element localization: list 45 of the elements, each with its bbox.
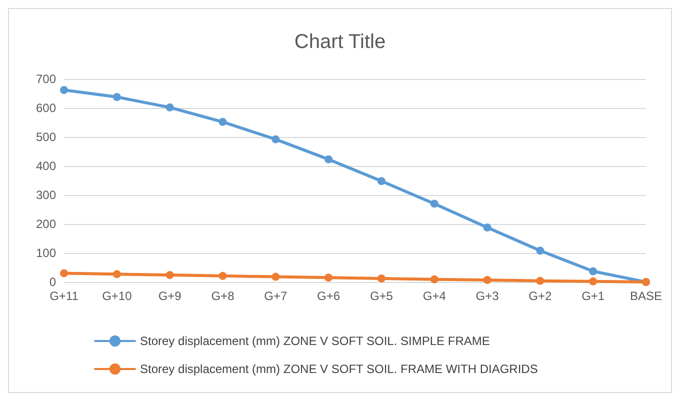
point [483, 223, 492, 232]
y-tick-label: 100 [36, 246, 56, 260]
y-tick-label: 600 [36, 101, 56, 115]
chart-title: Chart Title [294, 31, 386, 53]
x-tick-label: BASE [630, 289, 662, 303]
point [166, 271, 174, 280]
point [272, 272, 280, 281]
point [112, 92, 121, 101]
point [589, 277, 598, 286]
point [324, 274, 333, 282]
point [483, 276, 492, 284]
point [324, 155, 333, 164]
point [377, 177, 386, 186]
point [377, 274, 386, 283]
y-tick-label: 300 [36, 188, 56, 202]
y-tick-label: 200 [36, 217, 56, 231]
x-tick-label: G+5 [370, 289, 394, 303]
x-tick-label: G+10 [102, 289, 132, 303]
point [589, 267, 598, 276]
x-tick-label: G+6 [317, 289, 340, 303]
x-tick-label: G+1 [582, 289, 605, 303]
legend-label: Storey displacement (mm) ZONE V SOFT SOIL. SIMPLE FRAME [140, 334, 490, 348]
point [272, 135, 280, 144]
x-tick-label: G+2 [528, 289, 552, 303]
x-tick-label: G+3 [476, 289, 500, 303]
x-tick-label: G+4 [422, 289, 446, 303]
y-tick-label: 500 [36, 130, 56, 144]
x-tick-label: G+8 [211, 289, 235, 303]
x-tick-label: G+9 [158, 289, 182, 303]
x-tick-label: G+11 [50, 289, 79, 303]
y-tick-label: 700 [36, 72, 56, 86]
point [430, 275, 438, 284]
point [536, 246, 544, 255]
point [430, 200, 438, 208]
point [60, 269, 68, 278]
point [536, 276, 544, 285]
point [218, 272, 227, 280]
y-tick-label: 0 [49, 275, 56, 289]
y-tick-label: 400 [36, 159, 56, 173]
x-tick-label: G+7 [264, 289, 288, 303]
legend-label: Storey displacement (mm) ZONE V SOFT SOIL. FRAME WITH DIAGRIDS [140, 362, 538, 376]
point [60, 86, 68, 94]
point [112, 270, 121, 278]
point [218, 118, 227, 126]
point [166, 103, 174, 112]
